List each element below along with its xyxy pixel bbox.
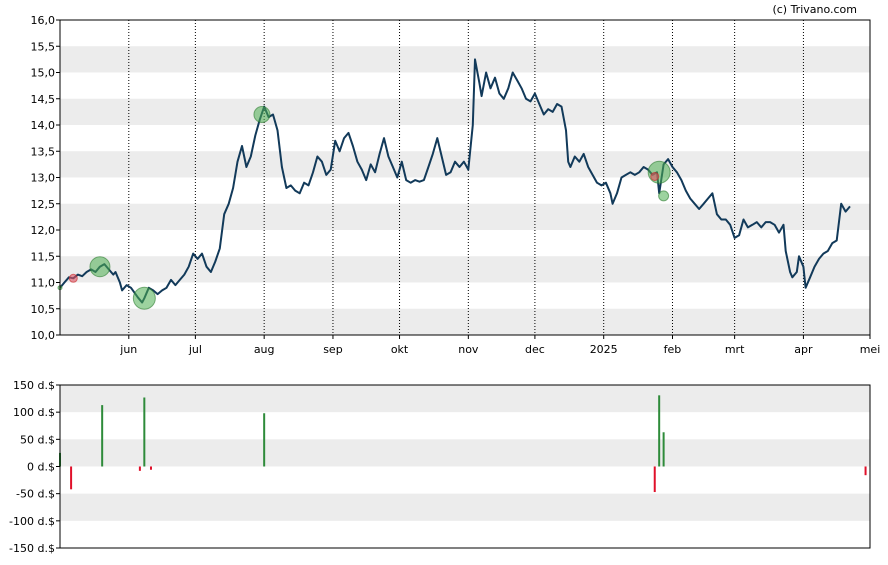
- y-tick-label: 15,5: [31, 40, 56, 53]
- y-tick-label: 11,5: [31, 250, 56, 263]
- volume-tick-label: -100 d.$: [9, 515, 55, 528]
- x-tick-label: apr: [794, 343, 813, 356]
- sell-bar: [653, 466, 656, 493]
- y-tick-label: 12,0: [31, 224, 56, 237]
- volume-tick-label: 150 d.$: [13, 379, 55, 392]
- y-tick-label: 10,0: [31, 329, 56, 342]
- x-tick-label: 2025: [590, 343, 618, 356]
- sell-bar: [149, 466, 152, 470]
- volume-tick-label: -150 d.$: [9, 542, 55, 555]
- x-tick-label: okt: [391, 343, 409, 356]
- y-tick-label: 13,0: [31, 172, 56, 185]
- y-tick-label: 12,5: [31, 198, 56, 211]
- buy-marker: [253, 106, 271, 123]
- date-axis: jun jul aug sep okt nov dec 2025 feb mrt apr mei: [119, 335, 880, 356]
- y-tick-label: 14,5: [31, 93, 56, 106]
- y-tick-label: 13,5: [31, 145, 56, 158]
- grid-band: [60, 493, 870, 521]
- grid-band: [60, 46, 870, 73]
- x-tick-label: dec: [525, 343, 545, 356]
- sell-marker: [650, 171, 660, 181]
- sell-bar: [70, 466, 73, 490]
- transaction-markers: [57, 106, 671, 310]
- x-tick-label: jun: [119, 343, 137, 356]
- transaction-bars: [59, 395, 867, 493]
- buy-bar: [263, 413, 266, 467]
- grid-band: [60, 385, 870, 413]
- sell-marker: [68, 273, 78, 283]
- x-tick-label: jul: [188, 343, 202, 356]
- volume-tick-label: 100 d.$: [13, 406, 55, 419]
- x-tick-label: sep: [323, 343, 342, 356]
- price-axis: 16,0 15,5 15,0 14,5 14,0 13,5 13,0 12,5 12,0 11,5…: [31, 14, 60, 342]
- volume-tick-label: 0 d.$: [27, 461, 55, 474]
- volume-tick-label: 50 d.$: [20, 433, 55, 446]
- sell-bar: [138, 466, 141, 471]
- sell-bar: [864, 466, 867, 476]
- grid-band: [60, 203, 870, 230]
- buy-bar: [658, 395, 661, 467]
- copyright-label: (c) Trivano.com: [772, 3, 857, 16]
- grid-band: [60, 98, 870, 125]
- grid-band: [60, 439, 870, 467]
- buy-marker: [89, 256, 111, 278]
- y-tick-label: 10,5: [31, 303, 56, 316]
- volume-tick-label: -50 d.$: [16, 488, 55, 501]
- x-tick-label: mei: [860, 343, 881, 356]
- y-tick-label: 11,0: [31, 277, 56, 290]
- x-tick-label: aug: [254, 343, 275, 356]
- buy-bar: [143, 397, 146, 467]
- buy-bar: [662, 432, 665, 467]
- x-tick-label: nov: [458, 343, 479, 356]
- buy-bar: [101, 405, 104, 467]
- volume-panel-bands: [60, 385, 870, 521]
- price-line: [59, 58, 851, 304]
- price-panel-bands: [60, 46, 870, 335]
- buy-marker: [658, 190, 670, 202]
- y-tick-label: 15,0: [31, 67, 56, 80]
- y-tick-label: 16,0: [31, 14, 56, 27]
- buy-marker: [647, 160, 671, 184]
- x-tick-label: feb: [664, 343, 682, 356]
- y-tick-label: 14,0: [31, 119, 56, 132]
- buy-marker: [132, 286, 156, 310]
- grid-band: [60, 308, 870, 335]
- x-tick-label: mrt: [725, 343, 745, 356]
- volume-axis: 150 d.$ 100 d.$ 50 d.$ 0 d.$ -50 d.$ -100 d.$…: [9, 379, 60, 555]
